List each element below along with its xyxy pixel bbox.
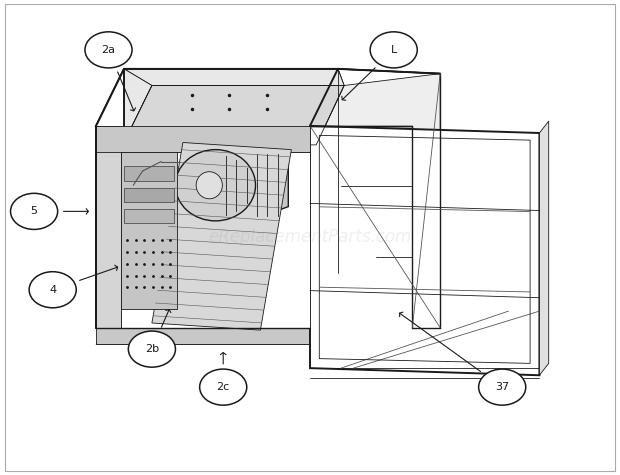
Polygon shape bbox=[96, 69, 338, 126]
Bar bbox=[124, 188, 174, 202]
Bar bbox=[124, 166, 174, 180]
Circle shape bbox=[29, 272, 76, 308]
Polygon shape bbox=[124, 69, 344, 86]
Bar bbox=[124, 209, 174, 223]
Polygon shape bbox=[96, 273, 338, 328]
Polygon shape bbox=[316, 69, 440, 328]
Text: 2c: 2c bbox=[216, 382, 230, 392]
Polygon shape bbox=[96, 126, 310, 152]
Polygon shape bbox=[96, 126, 121, 328]
Text: eReplacementParts.com: eReplacementParts.com bbox=[208, 228, 412, 247]
Polygon shape bbox=[96, 126, 121, 328]
Polygon shape bbox=[310, 126, 539, 375]
Circle shape bbox=[370, 32, 417, 68]
Polygon shape bbox=[152, 86, 344, 266]
Polygon shape bbox=[96, 69, 152, 145]
Polygon shape bbox=[96, 126, 316, 145]
Ellipse shape bbox=[175, 150, 255, 221]
Circle shape bbox=[85, 32, 132, 68]
Text: 37: 37 bbox=[495, 382, 509, 392]
Circle shape bbox=[11, 193, 58, 229]
Polygon shape bbox=[96, 328, 310, 344]
Circle shape bbox=[128, 331, 175, 367]
Polygon shape bbox=[216, 150, 288, 221]
Ellipse shape bbox=[196, 171, 223, 199]
Circle shape bbox=[200, 369, 247, 405]
Polygon shape bbox=[310, 69, 440, 328]
Circle shape bbox=[479, 369, 526, 405]
Text: 2a: 2a bbox=[102, 45, 115, 55]
Text: 2b: 2b bbox=[145, 344, 159, 354]
Polygon shape bbox=[96, 69, 124, 328]
Polygon shape bbox=[124, 69, 310, 328]
Text: L: L bbox=[391, 45, 397, 55]
Polygon shape bbox=[96, 273, 338, 344]
Polygon shape bbox=[152, 142, 291, 330]
Text: 5: 5 bbox=[30, 206, 38, 217]
Text: 4: 4 bbox=[49, 285, 56, 295]
Polygon shape bbox=[121, 152, 310, 328]
Polygon shape bbox=[310, 69, 344, 145]
Polygon shape bbox=[123, 86, 344, 145]
Polygon shape bbox=[539, 121, 549, 375]
Polygon shape bbox=[121, 152, 177, 309]
